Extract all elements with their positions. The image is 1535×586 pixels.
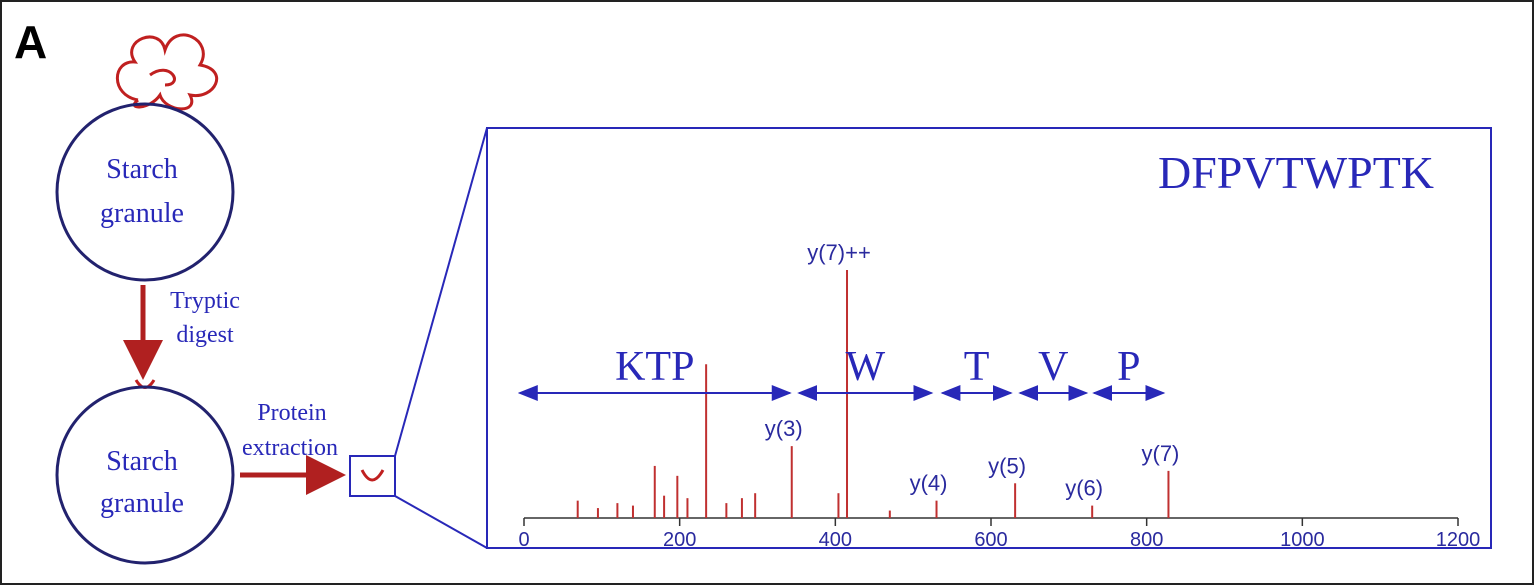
granule-label: granule [100, 198, 184, 229]
step-label: Tryptic [170, 288, 240, 314]
x-tick-label: 1200 [1436, 529, 1481, 551]
peak-label: y(7) [1142, 441, 1180, 466]
residue-label: T [964, 344, 990, 390]
residue-label: P [1117, 344, 1140, 390]
granule-label: granule [100, 488, 184, 519]
step-label: digest [176, 322, 234, 348]
step-label: extraction [242, 435, 338, 461]
peptide-sequence: DFPVTWPTK [1158, 147, 1434, 198]
x-tick-label: 400 [819, 529, 852, 551]
residue-label: KTP [615, 344, 694, 390]
peak-label: y(7)++ [807, 240, 871, 265]
x-tick-label: 0 [518, 529, 529, 551]
x-tick-label: 800 [1130, 529, 1163, 551]
granule-label: Starch [106, 154, 178, 185]
granule-label: Starch [106, 446, 178, 477]
peak-label: y(5) [988, 453, 1026, 478]
residue-label: V [1038, 344, 1068, 390]
x-tick-label: 200 [663, 529, 696, 551]
residue-label: W [845, 344, 885, 390]
peak-label: y(3) [765, 416, 803, 441]
panel-label: A [14, 16, 47, 68]
x-tick-label: 600 [974, 529, 1007, 551]
peak-label: y(6) [1065, 476, 1103, 501]
figure: A Starch granule Tryptic digest Starch g… [0, 0, 1535, 586]
peak-label: y(4) [910, 471, 948, 496]
step-label: Protein [257, 400, 326, 426]
x-tick-label: 1000 [1280, 529, 1325, 551]
